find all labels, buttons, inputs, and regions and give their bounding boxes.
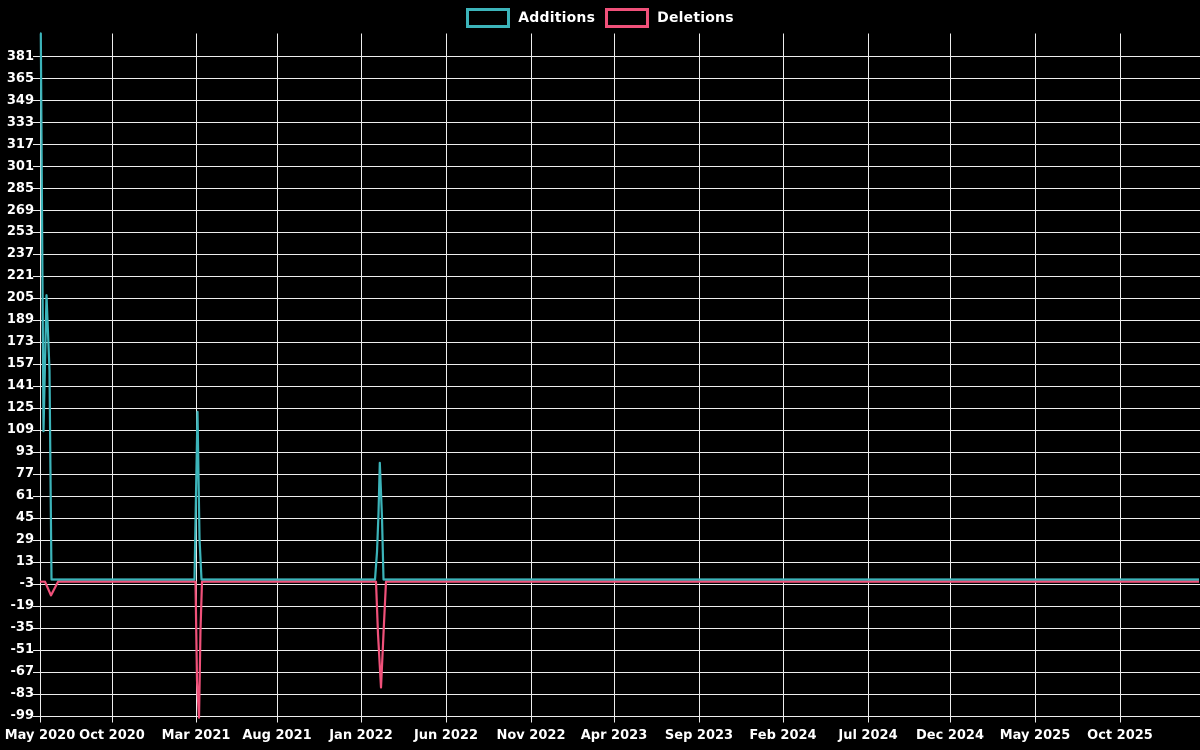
y-tick-label: 93 [15,444,34,460]
x-tick-label: Jan 2022 [329,728,393,743]
x-tick-label: Sep 2023 [664,728,734,743]
deletions-line [40,580,1199,719]
x-tick-label: May 2025 [999,728,1071,743]
y-tick-label: -3 [19,576,34,592]
y-tick-label: 301 [6,158,34,174]
x-tick-label: Oct 2020 [79,728,145,743]
y-gridlines [33,56,1200,717]
x-tick-label: Nov 2022 [496,728,566,743]
y-tick-label: 77 [15,466,34,482]
y-tick-label: 157 [6,356,34,372]
x-tick-label: Dec 2024 [915,728,985,743]
additions-line [39,32,1199,581]
x-tick-label: Feb 2024 [749,728,817,743]
y-tick-label: 221 [6,268,34,284]
legend-label-deletions: Deletions [657,10,734,26]
y-tick-label: 349 [6,92,34,108]
y-tick-label: 173 [6,334,34,350]
y-tick-label: 269 [6,202,34,218]
deletions-swatch-icon [605,8,650,28]
y-tick-label: 29 [15,532,34,548]
y-tick-label: 45 [15,510,34,526]
y-tick-label: 13 [15,554,34,570]
x-tick-label: Oct 2025 [1087,728,1153,743]
additions-swatch-icon [466,8,511,28]
y-tick-label: 285 [6,180,34,196]
y-tick-label: 333 [6,114,34,130]
y-tick-label: 365 [6,70,34,86]
y-tick-label: 237 [6,246,34,262]
y-tick-label: -51 [10,642,35,658]
x-tick-label: Apr 2023 [580,728,648,743]
y-tick-label: -35 [10,620,35,636]
y-tick-label: 253 [6,224,34,240]
x-gridlines [40,33,1121,723]
legend-item-deletions[interactable]: Deletions [605,8,734,28]
legend-label-additions: Additions [518,10,596,26]
y-tick-label: 317 [6,136,34,152]
y-tick-label: -83 [10,686,35,702]
y-tick-label: 141 [6,378,34,394]
y-tick-label: 109 [6,422,34,438]
y-tick-label: 189 [6,312,34,328]
chart-legend: Additions Deletions [0,8,1200,28]
y-tick-label: 125 [6,400,34,416]
y-tick-label: -99 [10,708,35,723]
x-tick-label: May 2020 [4,728,76,743]
y-tick-label: -67 [10,664,35,680]
y-tick-label: 61 [15,488,34,504]
x-tick-label: Aug 2021 [242,728,312,743]
x-tick-label: Jul 2024 [838,728,898,743]
y-tick-label: 381 [6,48,34,64]
legend-item-additions[interactable]: Additions [466,8,595,28]
y-tick-label: 205 [6,290,34,306]
y-tick-label: -19 [10,598,35,614]
x-tick-label: Mar 2021 [161,728,231,743]
x-tick-label: Jun 2022 [413,728,479,743]
